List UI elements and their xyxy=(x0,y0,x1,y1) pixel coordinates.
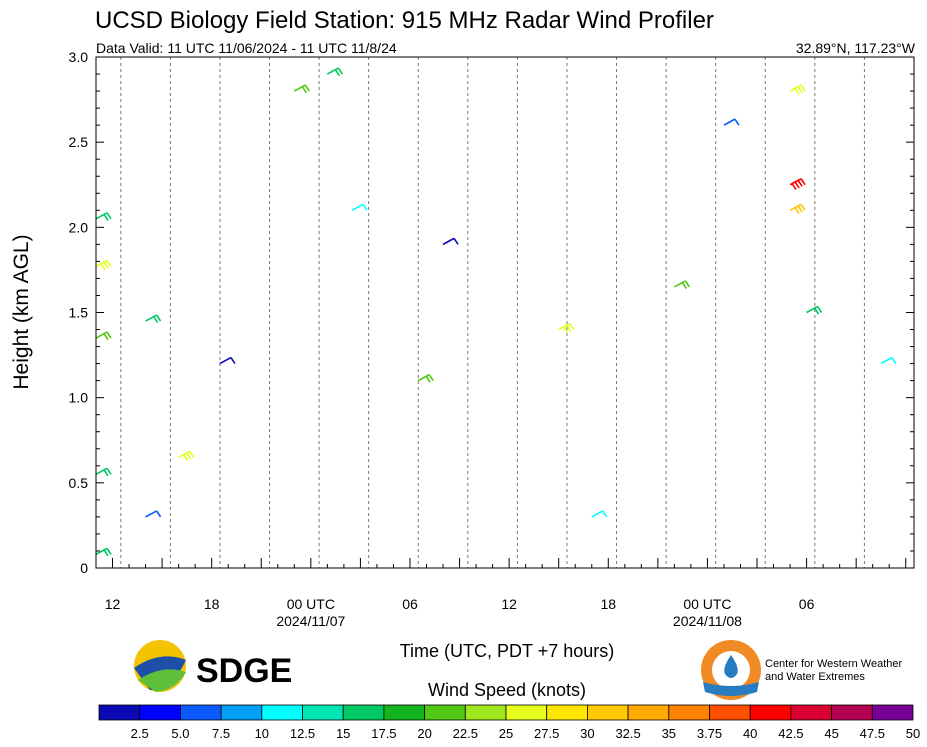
x-tick-label: 06 xyxy=(402,596,418,612)
x-tick-label: 18 xyxy=(204,596,220,612)
wind-barb xyxy=(95,259,112,271)
colorbar-label: 17.5 xyxy=(371,726,396,741)
colorbar-label: 3.75 xyxy=(697,726,722,741)
wind-barb xyxy=(95,331,112,341)
wind-barb xyxy=(806,305,823,315)
colorbar-swatch xyxy=(220,704,263,721)
wind-barb xyxy=(789,203,806,214)
x-axis-label: Time (UTC, PDT +7 hours) xyxy=(400,641,615,661)
colorbar-label: 22.5 xyxy=(453,726,478,741)
wind-barb xyxy=(326,67,344,77)
wind-barb xyxy=(95,212,112,221)
wind-barb xyxy=(674,280,691,289)
y-tick-label: 2.0 xyxy=(69,219,89,235)
data-valid-label: Data Valid: 11 UTC 11/06/2024 - 11 UTC 1… xyxy=(96,40,397,56)
wind-barb xyxy=(789,84,806,95)
colorbar-label: 27.5 xyxy=(534,726,559,741)
x-tick-label: 12 xyxy=(501,596,517,612)
cw3e-name-line2: and Water Extremes xyxy=(765,671,865,683)
colorbar-label: 42.5 xyxy=(778,726,803,741)
wind-barb xyxy=(351,203,368,212)
colorbar-label: 32.5 xyxy=(615,726,640,741)
colorbar-swatch xyxy=(302,704,344,721)
wind-barb xyxy=(145,314,162,324)
wind-barb xyxy=(591,510,608,518)
colorbar-swatch xyxy=(179,704,222,721)
wind-barb xyxy=(442,237,459,246)
wind-barb xyxy=(723,118,740,126)
y-axis: 0 0.5 1.0 1.5 2.0 2.5 3.0 xyxy=(69,49,914,576)
wind-barb xyxy=(417,373,434,383)
sdge-wordmark: SDGE xyxy=(196,652,292,690)
colorbar-label: 35 xyxy=(662,726,676,741)
colorbar-label: 5.0 xyxy=(171,726,189,741)
colorbar-swatch xyxy=(709,704,751,721)
y-tick-label: 2.5 xyxy=(69,134,89,150)
x-tick-label: 18 xyxy=(600,596,616,612)
colorbar-swatch xyxy=(668,704,710,721)
wind-barb xyxy=(95,547,112,557)
wind-barb xyxy=(219,356,236,365)
colorbar-swatch xyxy=(831,704,873,721)
colorbar-label: 10 xyxy=(255,726,269,741)
colorbar-swatch xyxy=(546,704,588,721)
wind-barbs xyxy=(95,67,897,557)
colorbar-label: 7.5 xyxy=(212,726,230,741)
colorbar-label: 45 xyxy=(824,726,838,741)
wind-barb xyxy=(178,450,195,461)
colorbar-label: 15 xyxy=(336,726,350,741)
y-tick-label: 3.0 xyxy=(69,49,89,65)
x-tick-label: 06 xyxy=(799,596,815,612)
x-tick-label: 00 UTC xyxy=(683,596,731,612)
cw3e-name-line1: Center for Western Weather xyxy=(765,658,902,670)
colorbar-swatch xyxy=(464,704,507,721)
colorbar-title: Wind Speed (knots) xyxy=(428,680,586,700)
wind-barb xyxy=(293,84,310,94)
colorbar-label: 40 xyxy=(743,726,757,741)
colorbar-swatch xyxy=(790,704,833,721)
location-label: 32.89°N, 117.23°W xyxy=(796,40,916,56)
colorbar-label: 30 xyxy=(580,726,594,741)
colorbar-swatch xyxy=(261,704,303,721)
sdge-logo: SDGE xyxy=(134,640,292,692)
colorbar-label: 12.5 xyxy=(290,726,315,741)
chart-title: UCSD Biology Field Station: 915 MHz Rada… xyxy=(95,7,714,34)
colorbar-swatch xyxy=(871,704,914,721)
wind-barb xyxy=(789,178,806,190)
colorbar-swatch xyxy=(627,704,670,721)
colorbar-swatch xyxy=(383,704,425,721)
grid-lines xyxy=(120,57,865,568)
colorbar-swatch xyxy=(139,704,181,721)
colorbar-swatch xyxy=(505,704,548,721)
colorbar-label: 2.5 xyxy=(131,726,149,741)
colorbar-swatch xyxy=(587,704,629,721)
x-tick-label: 00 UTC xyxy=(287,596,335,612)
y-tick-label: 1.5 xyxy=(69,305,89,321)
colorbar: 2.5 5.0 7.5 10 12.5 15 17.5 20 22.5 25 27.5 30 32.5 3… xyxy=(98,704,920,741)
y-axis-label: Height (km AGL) xyxy=(10,234,33,389)
wind-barb xyxy=(145,510,162,518)
plot-frame xyxy=(95,56,915,569)
colorbar-swatch xyxy=(749,704,792,721)
colorbar-label: 25 xyxy=(499,726,513,741)
x-tick-date: 2024/11/07 xyxy=(276,613,345,629)
y-tick-label: 0 xyxy=(80,560,88,576)
y-tick-label: 1.0 xyxy=(69,390,89,406)
colorbar-label: 50 xyxy=(906,726,920,741)
wind-barb xyxy=(880,356,897,365)
colorbar-label: 20 xyxy=(417,726,431,741)
colorbar-swatch xyxy=(424,704,466,721)
cw3e-logo: Center for Western Weather and Water Ext… xyxy=(701,640,902,700)
wind-barb xyxy=(95,467,112,477)
y-tick-label: 0.5 xyxy=(69,475,89,491)
colorbar-swatch xyxy=(98,704,141,721)
x-tick-date: 2024/11/08 xyxy=(673,613,742,629)
colorbar-swatch xyxy=(342,704,385,721)
x-tick-label: 12 xyxy=(105,596,121,612)
colorbar-label: 47.5 xyxy=(860,726,885,741)
wind-barb xyxy=(558,322,575,334)
